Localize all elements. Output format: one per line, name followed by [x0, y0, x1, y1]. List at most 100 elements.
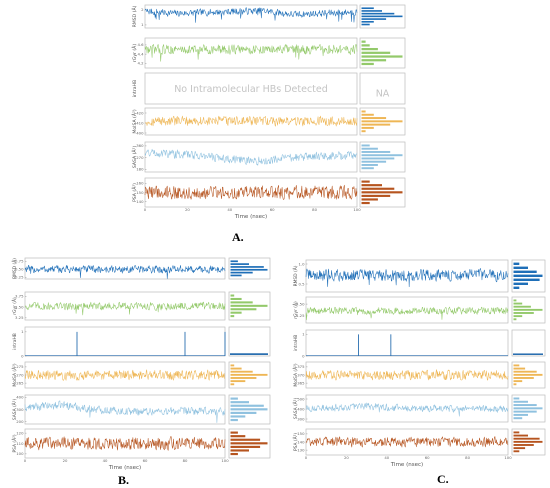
xtick-label: 40: [227, 207, 232, 212]
rg-plot-frame: [24, 291, 226, 321]
rmsd-ytick-label: 0.5: [298, 281, 305, 286]
rg-series-line: [144, 43, 358, 62]
row-psa: PSA (Å²)120 110 100: [11, 428, 271, 459]
rg-hist-bar: [230, 304, 268, 307]
intraHB-hist-frame: [511, 329, 546, 357]
sasa-hist-bar: [361, 154, 403, 157]
psa-hist-bar: [230, 449, 249, 452]
sasa-hist-bar: [230, 401, 249, 404]
molsa-ytick-label: 400: [136, 130, 144, 135]
psa-hist-bar: [361, 187, 395, 190]
row-rg: rGyr (Å) 4.6 4.4 4.2: [131, 37, 406, 69]
psa-hist-bar: [230, 442, 268, 445]
row-sasa: SASA (Å²)500 400 300: [292, 394, 546, 423]
molsa-hist-bar: [361, 123, 391, 126]
molsa-hist-bar: [230, 380, 246, 383]
psa-hist-bar: [361, 180, 370, 183]
molsa-hist-bar: [361, 110, 366, 113]
psa-ytick-label: 130: [297, 447, 305, 452]
xlabel: Time (nsec): [390, 462, 423, 468]
molsa-hist-bar: [513, 380, 523, 383]
hb-hist-bar: [230, 353, 268, 355]
rmsd-ytick-label: 1.0: [298, 261, 305, 266]
molsa-ylabel: MolSA (Å²): [131, 109, 138, 133]
molsa-hist-bar: [361, 117, 387, 120]
psa-ylabel: PSA (Å²): [11, 434, 18, 452]
molsa-hist-bar: [513, 383, 517, 386]
psa-ytick-label: 150: [297, 431, 305, 436]
rg-ytick-label: 4.2: [137, 61, 144, 66]
sasa-series-line: [144, 148, 358, 166]
xtick-label: 0: [305, 455, 308, 460]
sasa-hist-bar: [230, 397, 238, 400]
molsa-hist-bar: [513, 373, 543, 376]
row-molsa: MolSA (Å²)375 370 365: [292, 361, 546, 389]
sasa-hist-bar: [361, 167, 374, 170]
sasa-ytick-label: 360: [136, 143, 144, 148]
rg-hist-bar: [361, 62, 374, 66]
rmsd-hist-bar: [361, 10, 382, 12]
rg-hist-bar: [513, 302, 523, 305]
xtick-label: 60: [143, 458, 148, 463]
molsa-hist-bar: [230, 370, 253, 373]
sasa-hist-bar: [230, 404, 264, 407]
molsa-hist-bar: [230, 383, 235, 386]
row-rmsd: RMSD (Å) 2 1: [131, 4, 406, 29]
rmsd-plot-frame: [24, 257, 226, 280]
rmsd-hist-bar: [361, 7, 374, 10]
intraHB-hist-frame: [228, 326, 271, 357]
molsa-series-line: [24, 369, 226, 381]
molsa-series-line: [144, 115, 358, 127]
molsa-ytick-label: 410: [136, 120, 144, 125]
rmsd-hist-bar: [361, 12, 395, 15]
sasa-ytick-label: 300: [297, 416, 305, 421]
rg-ylabel: rGyr (Å): [131, 44, 138, 62]
rmsd-hist-bar: [513, 286, 520, 289]
rg-hist-bar: [230, 308, 257, 311]
sasa-hist-bar: [230, 411, 257, 414]
rg-ytick-label: 3.25: [15, 315, 24, 320]
sasa-ytick-label: 300: [16, 407, 24, 412]
xtick-label: 80: [465, 455, 470, 460]
rmsd-ytick-label: 0.75: [15, 259, 24, 264]
caption-c: C.: [437, 472, 449, 486]
rg-hist-bar: [230, 301, 253, 304]
rmsd-hist-bar: [513, 266, 528, 269]
rmsd-hist-bar: [513, 278, 540, 281]
rmsd-plot-frame: [144, 4, 358, 29]
sasa-plot-frame: [24, 394, 226, 425]
xtick-label: 100: [504, 455, 512, 460]
rg-hist-bar: [513, 305, 531, 308]
hb-hist-bar: [513, 353, 543, 355]
xtick-label: 0: [24, 458, 27, 463]
psa-ytick-label: 100: [16, 451, 24, 456]
molsa-ytick-label: 370: [297, 372, 305, 377]
rg-ytick-label: 4.4: [137, 51, 144, 56]
intraHB-ytick-label: 1: [302, 332, 305, 337]
rg-ytick-label: 4.50: [296, 301, 305, 306]
rg-hist-bar: [361, 40, 366, 43]
rmsd-hist-bar: [230, 268, 268, 271]
psa-hist-bar: [361, 184, 382, 187]
molsa-hist-bar: [230, 377, 257, 379]
psa-hist-bar: [513, 431, 520, 434]
rmsd-plot-frame: [305, 259, 509, 293]
intraHB-ylabel: intraHB: [132, 80, 138, 97]
psa-ytick-label: 120: [16, 430, 24, 435]
rg-hist-bar: [513, 315, 523, 318]
psa-hist-bar: [513, 437, 540, 440]
sasa-ytick-label: 500: [297, 396, 305, 401]
sasa-hist-frame: [359, 141, 406, 173]
molsa-hist-bar: [513, 370, 537, 373]
sasa-ylabel: SASA (Å²): [131, 146, 138, 169]
sasa-ytick-label: 200: [16, 419, 24, 424]
rmsd-ytick-label: 1: [141, 22, 144, 27]
caption-a: A.: [232, 230, 244, 244]
rg-hist-bar: [361, 47, 378, 51]
psa-ylabel: PSA (Å²): [292, 433, 299, 451]
sasa-hist-bar: [513, 410, 537, 413]
